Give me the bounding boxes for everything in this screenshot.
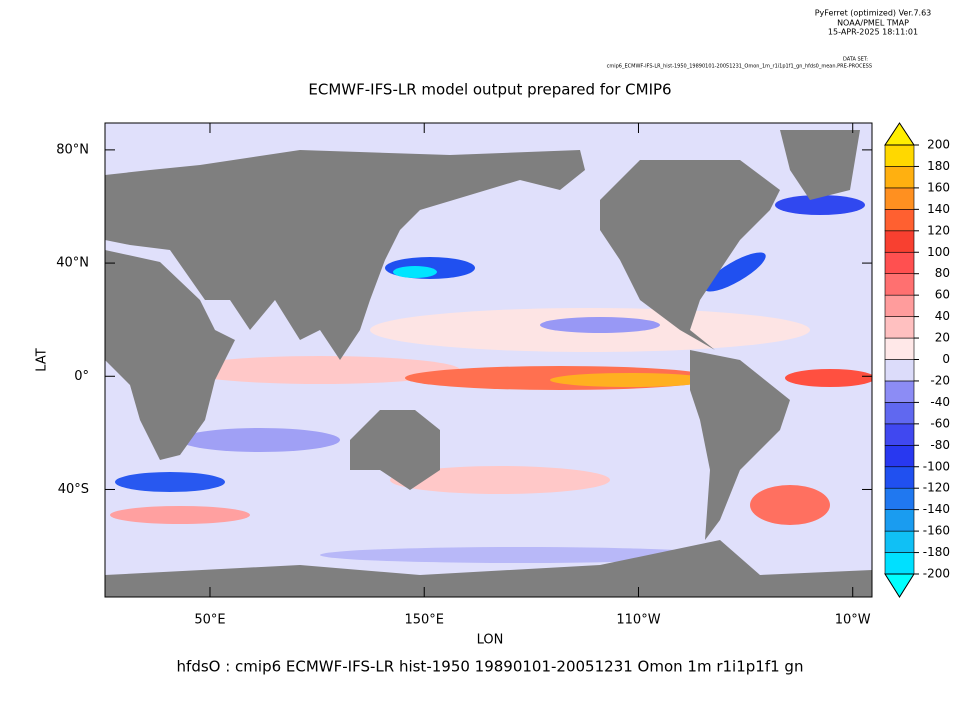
colorbar-label: -20 [930,373,950,387]
colorbar-box [884,230,915,253]
field-patch [750,485,830,525]
colorbar-label: -140 [923,502,950,516]
colorbar-label: 200 [927,138,950,152]
y-tick-label: 0° [74,369,89,384]
colorbar-box [884,316,915,339]
colorbar-label: -200 [923,567,950,581]
colorbar-label: -180 [923,545,950,559]
antarctica [105,540,872,597]
colorbar-label: -80 [930,438,950,452]
field-patch [393,266,437,278]
colorbar-box [884,144,915,167]
colorbar-label: -120 [923,481,950,495]
colorbar-box [884,187,915,210]
colorbar-box [884,359,915,382]
eurasia [105,150,585,360]
colorbar-box [884,487,915,510]
colorbar-box [884,402,915,425]
field-patch [180,428,340,452]
field-patch [180,356,460,384]
header-line: 15-APR-2025 18:11:01 [828,28,918,37]
field-patch [390,466,610,494]
field-patch [320,547,720,563]
y-tick-label: 40°N [56,256,89,271]
land [105,130,872,597]
colorbar-label: 40 [935,309,950,323]
colorbar-label: -40 [930,395,950,409]
y-tick-label: 40°S [58,482,89,497]
africa [105,250,235,460]
header-line: NOAA/PMEL TMAP [837,19,909,28]
colorbar-box [884,251,915,275]
colorbar-label: -160 [923,524,950,538]
dataset-name: cmip6_ECMWF-IFS-LR_hist-1950_19890101-20… [607,64,872,70]
colorbar-label: 80 [935,266,950,280]
x-tick-label: 150°E [404,613,444,628]
colorbar-label: 20 [935,331,950,345]
field-patch [110,506,250,524]
colorbar-label: 60 [935,288,950,302]
colorbar-box [884,166,915,189]
dataset-label: DATA SET: [843,57,868,63]
colorbar-label: 0 [942,352,950,366]
field-patch [785,369,872,387]
colorbar-box [884,444,915,468]
x-axis-label: LON [477,633,504,648]
x-tick-label: 50°E [194,613,225,628]
australia [350,410,440,490]
caption: hfdsO : cmip6 ECMWF-IFS-LR hist-1950 198… [177,658,804,676]
colorbar-label: 160 [927,180,950,194]
north-america [600,160,780,350]
chart-title: ECMWF-IFS-LR model output prepared for C… [308,81,671,99]
field-patch [550,373,710,387]
colorbar-box [884,552,915,575]
field-patch [115,472,225,492]
plot-frame [104,122,873,598]
colorbar-box [884,294,915,317]
colorbar-label: -60 [930,416,950,430]
field-patch [775,195,865,215]
colorbar-over [884,122,915,146]
colorbar-box [884,380,915,403]
field-patch [704,252,766,292]
colorbar-label: 180 [927,159,950,173]
x-tick-label: 110°W [616,613,660,628]
colorbar-box [884,509,915,532]
colorbar-box [884,466,915,489]
colorbar-box [884,530,915,553]
colorbar-label: 100 [927,245,950,259]
field-patch [540,317,660,333]
colorbar-under [884,573,915,598]
y-axis-label: LAT [35,348,50,371]
x-tick-label: 10°W [835,613,871,628]
map-field [105,123,872,597]
colorbar-label: -100 [923,459,950,473]
colorbar-box [884,423,915,446]
y-tick-label: 80°N [56,142,89,157]
colorbar-box [884,209,915,232]
header-line: PyFerret (optimized) Ver.7.63 [815,9,932,18]
south-america [690,350,790,540]
greenland [780,130,860,200]
colorbar-box [884,337,915,360]
colorbar-label: 140 [927,202,950,216]
colorbar-label: 120 [927,223,950,237]
colorbar-box [884,273,915,296]
